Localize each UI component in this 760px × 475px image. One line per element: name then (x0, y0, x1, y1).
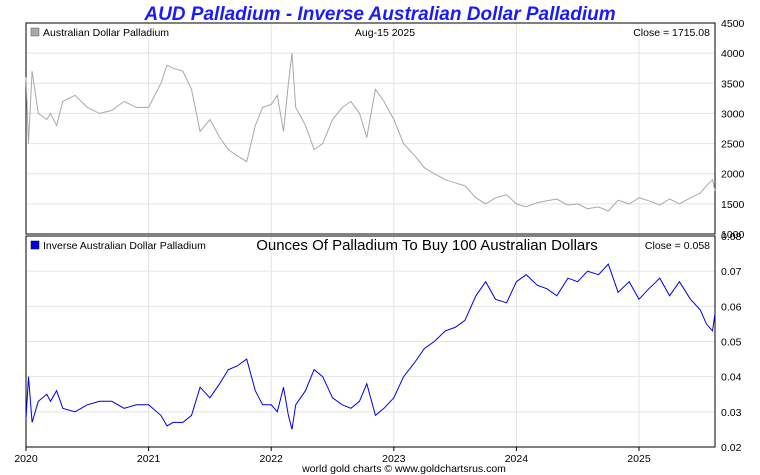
top-grid (25, 22, 715, 235)
footer-credit: world gold charts © www.goldchartsrus.co… (301, 463, 506, 475)
top-y-tick-label: 1000 (721, 229, 745, 241)
top-y-tick-label: 3000 (721, 108, 745, 120)
bottom-y-tick-labels: 0.02 0.03 0.04 0.05 0.06 0.07 0.08 (721, 231, 742, 454)
top-y-tick-labels: 1000 1500 2000 2500 3000 3500 4000 4500 (721, 18, 745, 241)
x-tick-label: 2021 (137, 453, 161, 465)
bottom-frame (25, 235, 716, 448)
top-legend-swatch (30, 27, 40, 37)
top-y-tick-label: 2500 (721, 139, 745, 151)
bottom-y-tick-label: 0.03 (721, 407, 742, 419)
top-legend-label: Australian Dollar Palladium (43, 27, 169, 39)
bottom-y-tick-label: 0.08 (721, 231, 742, 243)
bottom-y-tick-label: 0.06 (721, 301, 742, 313)
chart-title: AUD Palladium - Inverse Australian Dolla… (143, 4, 615, 25)
bottom-legend-swatch (30, 240, 40, 250)
top-y-tick-label: 4000 (721, 48, 745, 60)
bottom-y-tick-label: 0.04 (721, 372, 742, 384)
x-tick-label: 2022 (260, 453, 284, 465)
bottom-subtitle: Ounces Of Palladium To Buy 100 Australia… (256, 237, 598, 254)
top-panel: Australian Dollar Palladium Aug-15 2025 … (25, 18, 745, 241)
bottom-legend-label: Inverse Australian Dollar Palladium (43, 240, 206, 252)
bottom-panel: Inverse Australian Dollar Palladium Ounc… (14, 231, 741, 465)
bottom-y-tick-label: 0.02 (721, 442, 742, 454)
x-tick-label: 2023 (382, 453, 406, 465)
bottom-grid (25, 235, 715, 448)
top-y-tick-label: 4500 (721, 18, 745, 30)
top-frame (25, 22, 716, 235)
x-tick-label: 2025 (627, 453, 651, 465)
x-tick-labels: 2020 2021 2022 2023 2024 2025 (14, 447, 651, 465)
top-y-tick-label: 1500 (721, 199, 745, 211)
x-tick-label: 2020 (14, 453, 38, 465)
bottom-y-tick-label: 0.05 (721, 337, 742, 349)
top-series-line (25, 53, 716, 212)
top-close-label: Close = 1715.08 (633, 27, 710, 39)
top-y-tick-label: 3500 (721, 78, 745, 90)
bottom-y-tick-label: 0.07 (721, 266, 742, 278)
bottom-series-line (25, 263, 716, 430)
date-label: Aug-15 2025 (355, 27, 415, 39)
x-tick-label: 2024 (505, 453, 529, 465)
top-y-tick-label: 2000 (721, 169, 745, 181)
bottom-close-label: Close = 0.058 (645, 240, 710, 252)
